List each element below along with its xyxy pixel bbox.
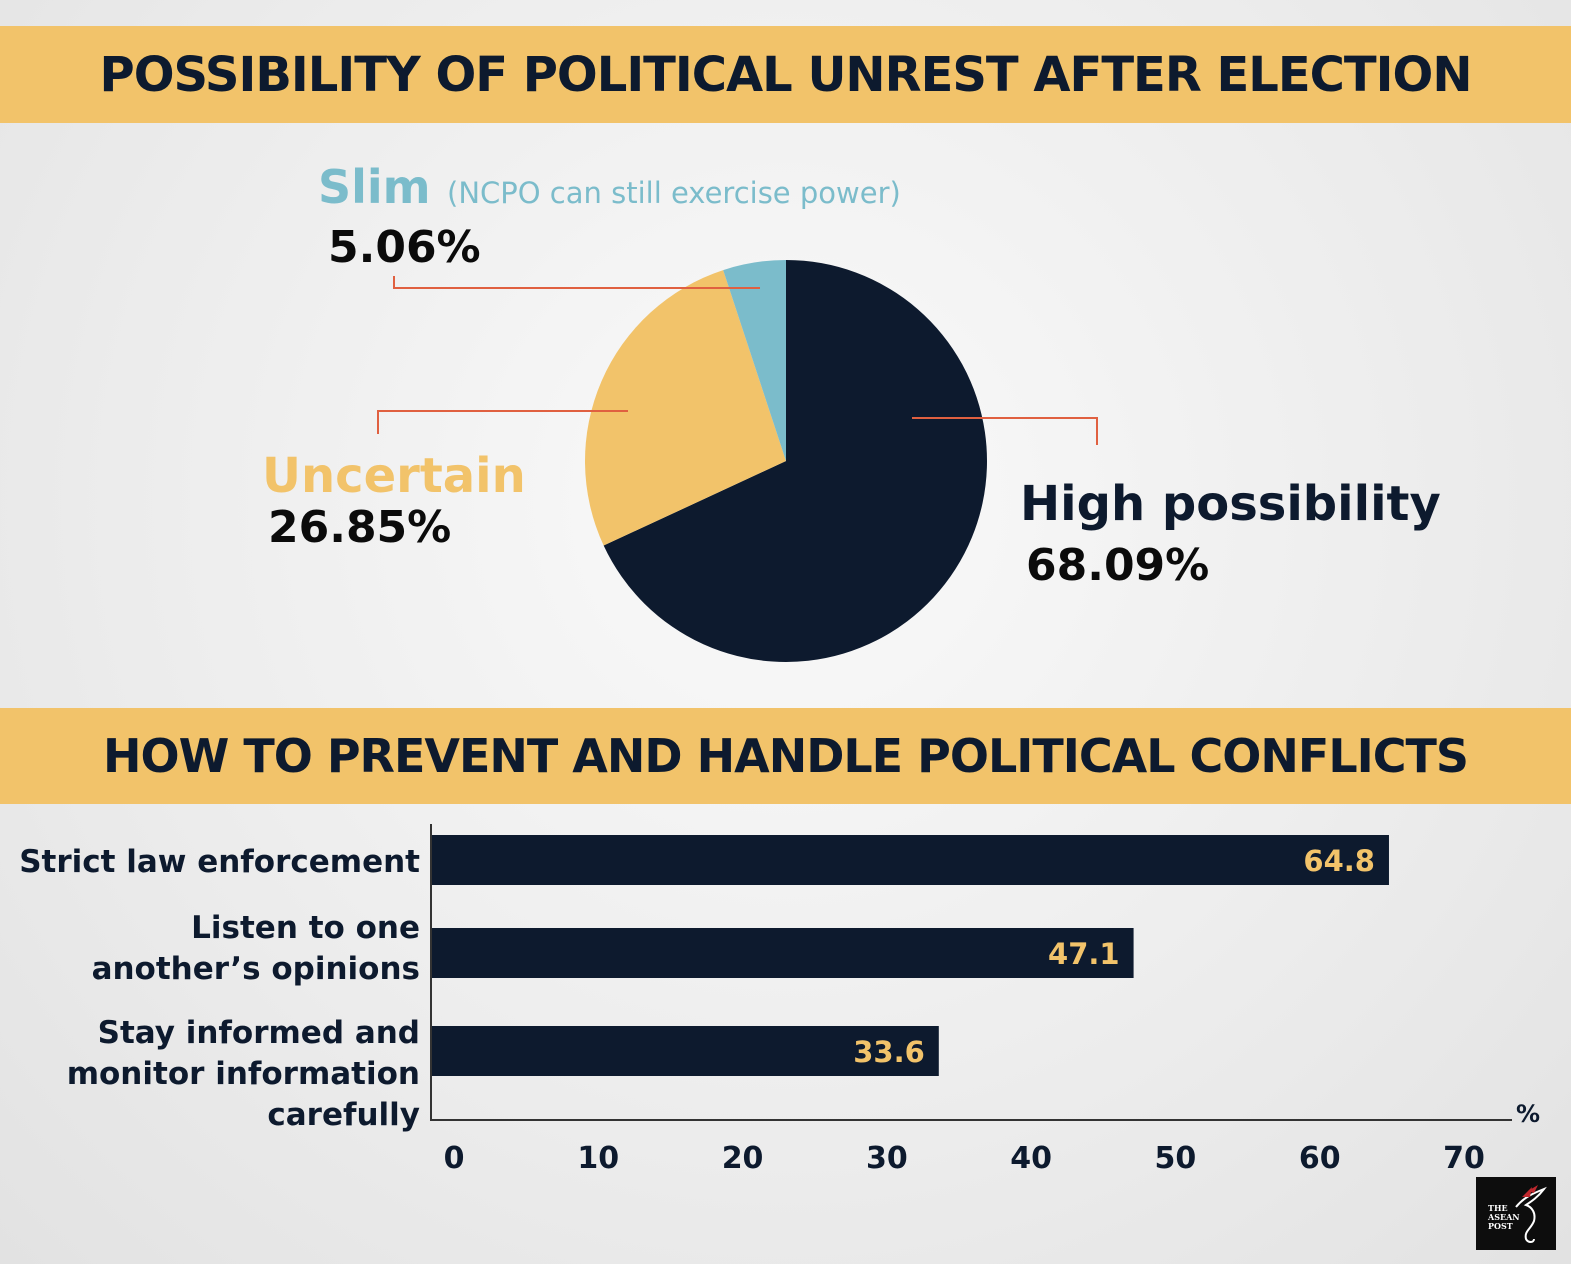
bar-chart-title: HOW TO PREVENT AND HANDLE POLITICAL CONF… <box>0 708 1571 804</box>
high-possibility-label: High possibility <box>1020 476 1441 532</box>
logo-line-2: ASEAN <box>1488 1212 1520 1222</box>
bird-icon <box>1515 1185 1547 1243</box>
x-tick-label-30: 30 <box>866 1141 908 1176</box>
category-label-listen: Listen to one another’s opinions <box>91 910 420 987</box>
axis-unit-label: % <box>1516 1100 1541 1128</box>
high-possibility-value: 68.09% <box>1026 540 1210 591</box>
leader-line-high-possibility <box>912 417 1098 445</box>
leader-line-uncertain <box>377 410 628 434</box>
leader-line-slim <box>393 276 760 289</box>
uncertain-value: 26.85% <box>268 502 452 553</box>
pie-chart-title: POSSIBILITY OF POLITICAL UNREST AFTER EL… <box>0 26 1571 123</box>
x-tick-label-50: 50 <box>1155 1141 1197 1176</box>
pie-slice-slim <box>723 260 786 461</box>
x-tick-label-0: 0 <box>444 1141 465 1176</box>
bar-value-label-2: 33.6 <box>853 1035 925 1069</box>
bar-2 <box>432 1026 939 1076</box>
uncertain-label: Uncertain <box>262 448 526 504</box>
x-tick-label-10: 10 <box>577 1141 619 1176</box>
category-label-strict-law: Strict law enforcement <box>19 844 420 880</box>
bar-value-label-0: 64.8 <box>1303 844 1375 878</box>
logo-text: THE ASEAN POST <box>1488 1204 1520 1231</box>
slim-label: Slim <box>318 160 431 214</box>
logo-line-3: POST <box>1488 1221 1513 1231</box>
asean-post-logo: THE ASEAN POST <box>1476 1177 1556 1250</box>
pie-slice-uncertain <box>585 270 786 546</box>
slim-note: (NCPO can still exercise power) <box>447 176 901 210</box>
pie-slice-high-possibility <box>603 260 988 662</box>
x-tick-label-60: 60 <box>1299 1141 1341 1176</box>
bar-1 <box>432 928 1134 978</box>
bar-value-label-1: 47.1 <box>1048 937 1120 971</box>
bar-0 <box>432 835 1389 885</box>
x-tick-label-40: 40 <box>1010 1141 1052 1176</box>
x-tick-label-70: 70 <box>1443 1141 1485 1176</box>
x-tick-label-20: 20 <box>722 1141 764 1176</box>
slim-value: 5.06% <box>328 222 481 273</box>
category-label-stay-informed: Stay informed and monitor information ca… <box>66 1015 420 1133</box>
logo-line-1: THE <box>1488 1203 1508 1213</box>
